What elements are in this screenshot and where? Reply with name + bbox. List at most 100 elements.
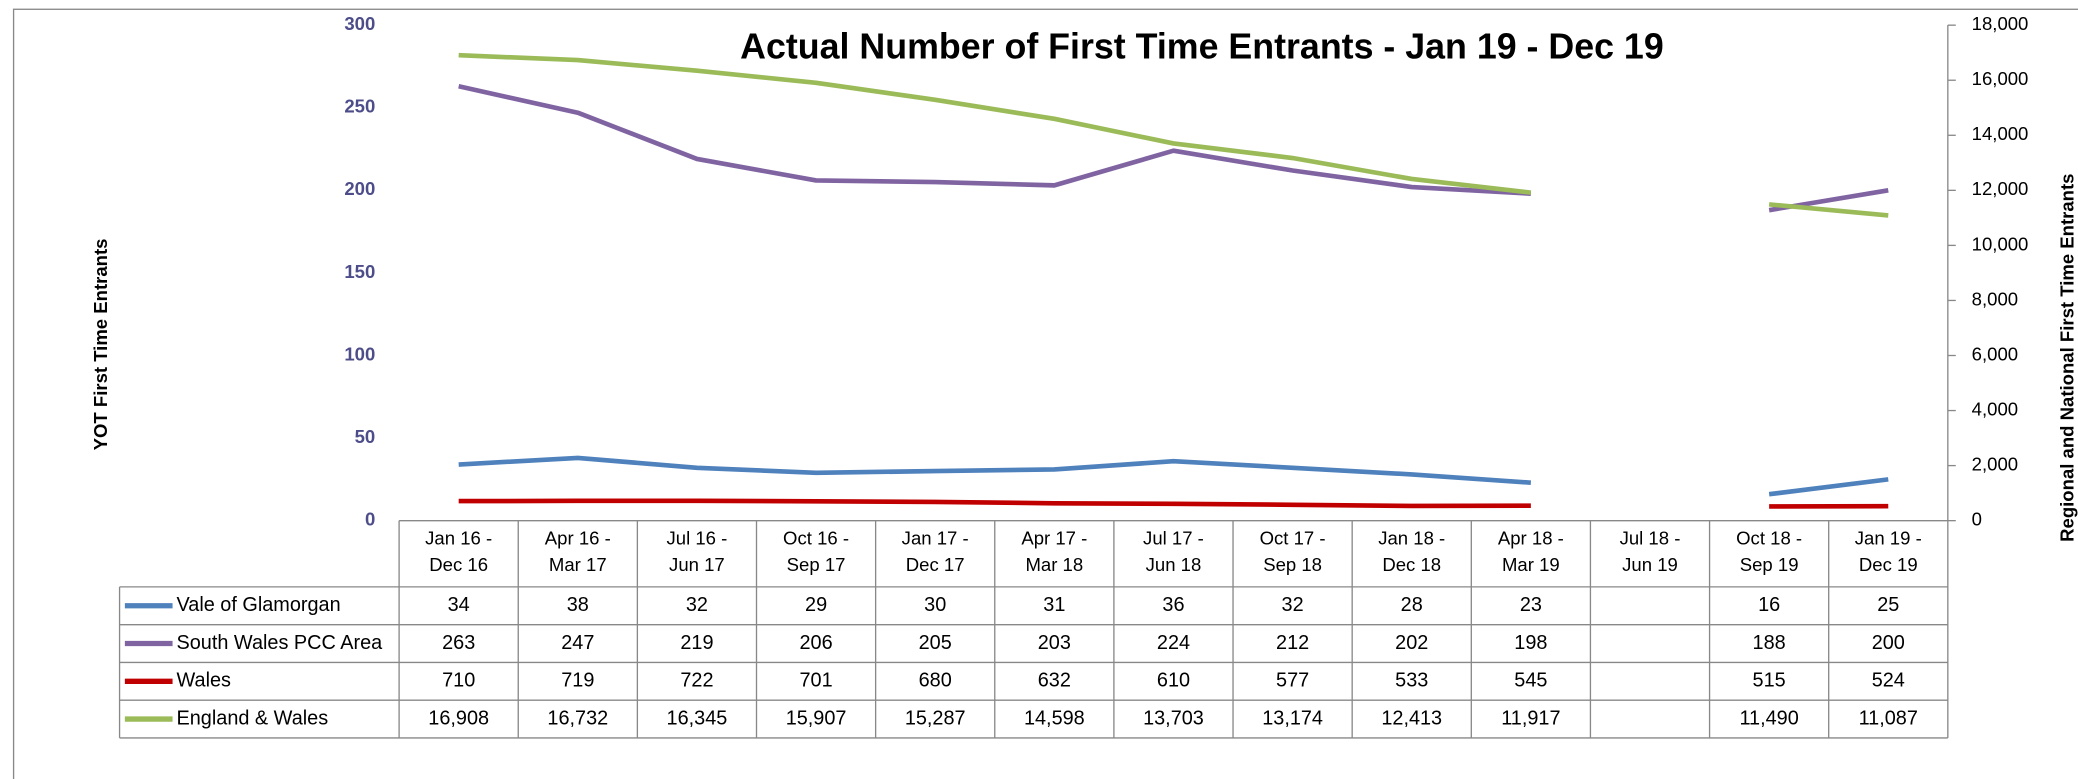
legend-label: South Wales PCC Area <box>177 632 384 654</box>
table-cell: 28 <box>1401 594 1423 616</box>
table-cell: 701 <box>800 670 833 692</box>
x-tick-group: Jul 16 - Jun 17 <box>666 527 728 575</box>
table-cell: 23 <box>1520 594 1542 616</box>
table-cell: 722 <box>680 670 713 692</box>
y-tick-label: 200 <box>344 178 375 199</box>
y-axis-label: YOT First Time Entrants <box>90 239 111 451</box>
x-tick-group: Apr 17 - Mar 18 <box>1021 527 1088 575</box>
table-cell: 263 <box>442 632 475 654</box>
table-cell: 11,490 <box>1739 707 1798 729</box>
table-cell: 524 <box>1872 670 1905 692</box>
table-cell: 32 <box>686 594 708 616</box>
table-cell: 545 <box>1514 670 1547 692</box>
y2-tick-label: 2,000 <box>1972 453 2018 474</box>
y2-tick-label: 14,000 <box>1972 123 2029 144</box>
chart-frame <box>12 8 2078 779</box>
legend-label: England & Wales <box>177 707 329 729</box>
x-tick-group: Oct 16 - Sep 17 <box>783 527 850 575</box>
table-cell: 577 <box>1276 670 1309 692</box>
y2-tick-label: 16,000 <box>1972 68 2029 89</box>
table-cell: 16 <box>1758 594 1780 616</box>
table-cell: 198 <box>1514 632 1547 654</box>
table-cell: 12,413 <box>1381 707 1442 729</box>
y2-tick-label: 0 <box>1972 509 1982 530</box>
x-tick-group: Jan 16 - Dec 16 <box>425 527 493 575</box>
y2-axis-label: Regional and National First Time Entrant… <box>2056 174 2077 542</box>
x-tick-group: Jul 18 - Jun 19 <box>1619 527 1681 575</box>
x-tick-group: Apr 18 - Mar 19 <box>1497 527 1564 575</box>
table-cell: 29 <box>805 594 827 616</box>
x-tick-label: Oct 16 - Sep 17 <box>783 527 850 575</box>
table-cell: 719 <box>561 670 594 692</box>
x-tick-group: Jan 17 - Dec 17 <box>901 527 969 575</box>
table-cell: 25 <box>1877 594 1899 616</box>
table-cell: 224 <box>1157 632 1190 654</box>
table-cell: 13,174 <box>1262 707 1323 729</box>
table-cell: 31 <box>1043 594 1065 616</box>
series-line <box>458 498 1531 509</box>
legend-label: Vale of Glamorgan <box>177 594 341 616</box>
x-tick-label: Apr 18 - Mar 19 <box>1497 527 1564 575</box>
table-cell: 13,703 <box>1143 707 1204 729</box>
legend-label: Wales <box>177 670 232 692</box>
y2-tick-label: 4,000 <box>1972 398 2018 419</box>
table-cell: 15,287 <box>905 707 966 729</box>
y-tick-label: 50 <box>355 426 376 447</box>
x-tick-group: Oct 17 - Sep 18 <box>1259 527 1326 575</box>
x-tick-label: Oct 18 - Sep 19 <box>1736 527 1803 575</box>
x-tick-label: Jan 18 - Dec 18 <box>1378 527 1446 575</box>
table-cell: 15,907 <box>786 707 847 729</box>
x-tick-group: Jan 19 - Dec 19 <box>1854 527 1922 575</box>
x-tick-label: Apr 16 - Mar 17 <box>544 527 611 575</box>
y-tick-label: 0 <box>365 509 375 530</box>
series-line <box>458 455 1532 485</box>
x-tick-group: Apr 16 - Mar 17 <box>544 527 611 575</box>
x-tick-label: Jan 19 - Dec 19 <box>1854 527 1922 575</box>
y2-tick-label: 10,000 <box>1972 233 2029 254</box>
table-cell: 206 <box>800 632 833 654</box>
x-tick-group: Jan 18 - Dec 18 <box>1378 527 1446 575</box>
y-tick-label: 100 <box>344 343 375 364</box>
table-cell: 202 <box>1395 632 1428 654</box>
x-tick-label: Apr 17 - Mar 18 <box>1021 527 1088 575</box>
table-cell: 16,908 <box>428 707 489 729</box>
table-cell: 203 <box>1038 632 1071 654</box>
table-cell: 212 <box>1276 632 1309 654</box>
table-cell: 247 <box>561 632 594 654</box>
x-tick-group: Oct 18 - Sep 19 <box>1736 527 1803 575</box>
table-cell: 632 <box>1038 670 1071 692</box>
y2-tick-label: 12,000 <box>1972 178 2029 199</box>
x-tick-label: Oct 17 - Sep 18 <box>1259 527 1326 575</box>
table-cell: 34 <box>448 594 470 616</box>
series-line <box>1768 202 1889 218</box>
chart-title: Actual Number of First Time Entrants - J… <box>740 26 1664 66</box>
table-cell: 680 <box>919 670 952 692</box>
table-cell: 205 <box>919 632 952 654</box>
series-line <box>458 52 1532 195</box>
x-tick-label: Jan 17 - Dec 17 <box>901 527 969 575</box>
x-tick-label: Jan 16 - Dec 16 <box>425 527 493 575</box>
y-tick-label: 150 <box>344 261 375 282</box>
table-cell: 11,087 <box>1859 707 1918 729</box>
table-cell: 32 <box>1282 594 1304 616</box>
series-line <box>1768 477 1889 497</box>
table-cell: 16,732 <box>547 707 608 729</box>
x-tick-label: Jul 18 - Jun 19 <box>1619 527 1681 575</box>
x-tick-group: Jul 17 - Jun 18 <box>1143 527 1204 575</box>
table-cell: 36 <box>1162 594 1184 616</box>
y2-tick-label: 8,000 <box>1972 288 2018 309</box>
table-cell: 30 <box>924 594 946 616</box>
table-cell: 38 <box>567 594 589 616</box>
y2-tick-label: 6,000 <box>1972 343 2018 364</box>
series-line <box>458 84 1531 196</box>
y-tick-label: 250 <box>344 96 375 117</box>
table-cell: 11,917 <box>1501 707 1560 729</box>
table-cell: 188 <box>1753 632 1786 654</box>
x-tick-label: Jul 17 - Jun 18 <box>1143 527 1204 575</box>
y2-tick-label: 18,000 <box>1972 13 2029 34</box>
x-tick-label: Jul 16 - Jun 17 <box>666 527 728 575</box>
table-cell: 14,598 <box>1024 707 1085 729</box>
table-cell: 200 <box>1872 632 1905 654</box>
y-tick-label: 300 <box>344 13 375 34</box>
